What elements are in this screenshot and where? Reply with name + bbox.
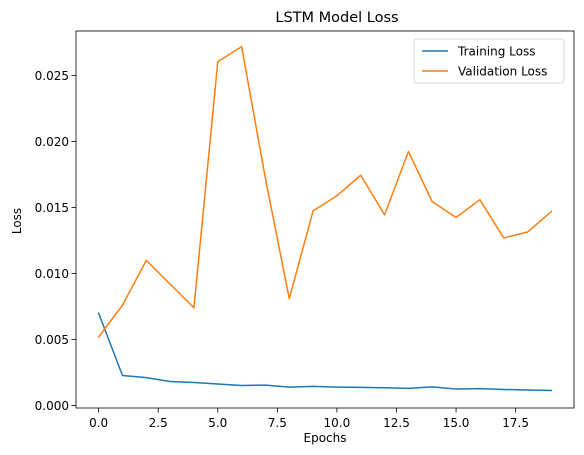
y-tick-label: 0.015 [35, 201, 69, 215]
series-layer [97, 45, 553, 392]
y-tick-label: 0.020 [35, 135, 69, 149]
x-tick-label: 12.5 [383, 416, 410, 430]
legend-box [413, 38, 565, 84]
legend-label: Training Loss [457, 44, 535, 58]
x-tick-label: 17.5 [502, 416, 529, 430]
y-tick-label: 0.000 [35, 399, 69, 413]
x-axis-label: Epochs [304, 431, 347, 445]
y-tick-label: 0.010 [35, 267, 69, 281]
y-axis-label: Loss [10, 208, 24, 234]
x-tick-label: 0.0 [89, 416, 108, 430]
legend-label: Validation Loss [458, 64, 547, 78]
x-tick-label: 7.5 [268, 416, 287, 430]
y-tick-label: 0.005 [35, 333, 69, 347]
y-axis: 0.000 0.005 0.010 0.015 0.020 0.025 [35, 69, 76, 413]
x-tick-label: 2.5 [149, 416, 168, 430]
plot-frame [75, 30, 575, 409]
series-line-training-loss [97, 312, 553, 392]
plot-area [75, 30, 575, 409]
x-tick-label: 15.0 [443, 416, 470, 430]
x-axis: 0.0 2.5 5.0 7.5 10.0 12.5 15.0 17.5 [89, 408, 529, 430]
y-tick-label: 0.025 [35, 69, 69, 83]
series-line-validation-loss [97, 45, 553, 338]
x-tick-label: 10.0 [324, 416, 351, 430]
x-tick-label: 5.0 [208, 416, 227, 430]
legend: Training Loss Validation Loss [413, 38, 565, 84]
chart-title: LSTM Model Loss [275, 10, 398, 26]
